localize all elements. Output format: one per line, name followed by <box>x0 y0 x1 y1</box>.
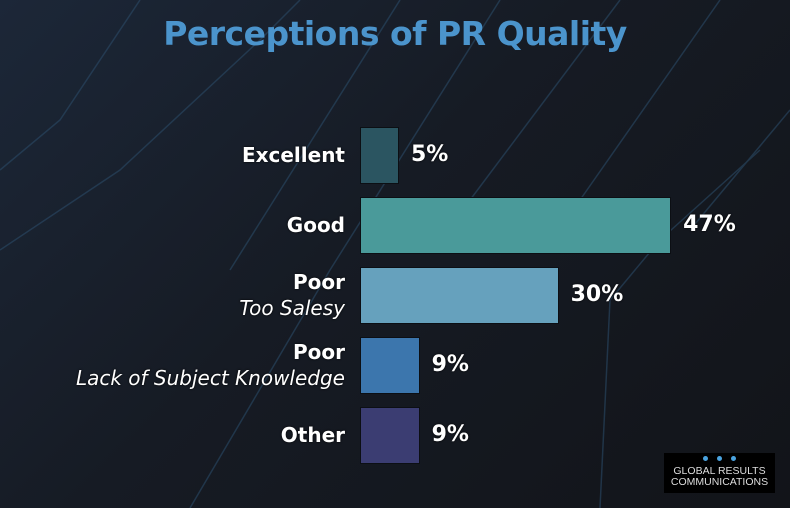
category-label: Excellent <box>242 142 345 168</box>
bar <box>360 127 399 184</box>
value-label: 9% <box>431 422 469 447</box>
chart-title: Perceptions of PR Quality <box>163 14 627 53</box>
logo-line-2: COMMUNICATIONS <box>670 476 769 488</box>
bar <box>360 407 420 464</box>
bar <box>360 337 420 394</box>
value-label: 9% <box>431 352 469 377</box>
category-label-main: Other <box>280 423 345 447</box>
value-label: 5% <box>411 142 449 167</box>
logo-line-1: GLOBAL RESULTS <box>673 465 766 477</box>
bar <box>360 267 559 324</box>
category-label: Poor Lack of Subject Knowledge <box>76 339 345 391</box>
company-logo: GLOBAL RESULTS COMMUNICATIONS <box>664 453 775 493</box>
category-sublabel: Too Salesy <box>239 296 345 320</box>
category-label: Poor Too Salesy <box>239 269 345 321</box>
value-label: 47% <box>683 212 736 237</box>
bar <box>360 197 672 254</box>
category-sublabel: Lack of Subject Knowledge <box>75 366 345 390</box>
value-label: 30% <box>570 282 624 307</box>
category-label-main: Poor <box>292 270 345 294</box>
category-label: Good <box>287 212 345 238</box>
category-label: Other <box>281 422 345 448</box>
category-label-main: Good <box>286 213 345 237</box>
category-label-main: Excellent <box>241 143 345 167</box>
logo-dots-icon <box>664 456 775 461</box>
category-label-main: Poor <box>292 340 345 364</box>
